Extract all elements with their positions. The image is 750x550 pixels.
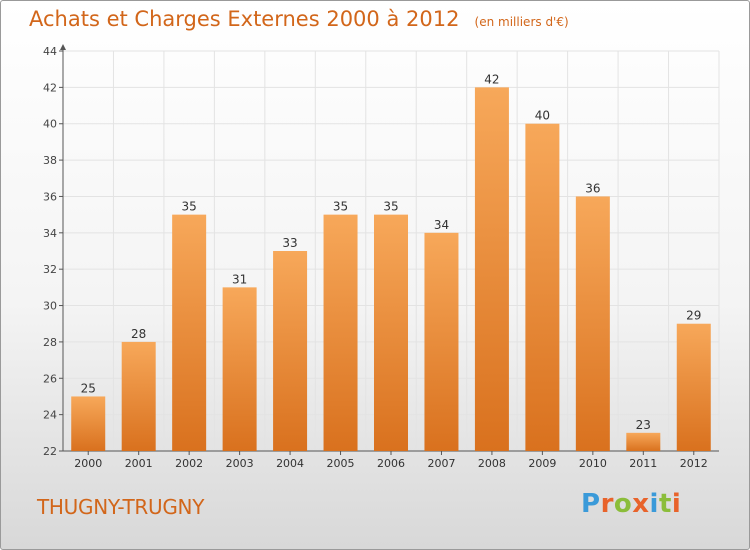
x-tick-label: 2005 [327, 457, 355, 470]
chart-unit-note: (en milliers d'€) [474, 15, 569, 29]
bar [172, 214, 207, 451]
y-tick-label: 30 [43, 300, 57, 313]
x-tick-label: 2007 [427, 457, 455, 470]
labels: 22 24 26 28 30 32 34 36 38 40 42 44 2000 25 2001 28 2002… [43, 45, 708, 470]
data-label: 23 [636, 418, 651, 432]
y-axis-arrow [60, 44, 66, 50]
data-label: 35 [333, 200, 348, 214]
x-tick-label: 2010 [579, 457, 607, 470]
y-tick-label: 42 [43, 81, 57, 94]
bar [374, 214, 408, 451]
chart-title: Achats et Charges Externes 2000 à 2012 [29, 7, 460, 31]
data-label: 36 [585, 181, 600, 195]
y-tick-label: 44 [43, 45, 57, 58]
y-tick-label: 24 [43, 409, 57, 422]
x-tick-label: 2012 [680, 457, 708, 470]
data-label: 28 [131, 327, 146, 341]
bar [121, 341, 156, 451]
bar [575, 196, 610, 451]
x-tick-label: 2011 [629, 457, 657, 470]
y-tick-label: 40 [43, 118, 57, 131]
data-label: 35 [383, 200, 398, 214]
y-tick-label: 38 [43, 154, 57, 167]
data-label: 42 [484, 72, 499, 86]
x-tick-label: 2004 [276, 457, 304, 470]
data-label: 34 [434, 218, 449, 232]
bar [71, 396, 106, 451]
data-label: 29 [686, 309, 701, 323]
bar [525, 123, 560, 452]
y-tick-label: 26 [43, 372, 57, 385]
data-label: 33 [282, 236, 297, 250]
bar [424, 232, 459, 451]
x-tick-label: 2002 [175, 457, 203, 470]
x-tick-label: 2001 [125, 457, 153, 470]
bar [626, 432, 661, 451]
bar [474, 87, 509, 451]
y-tick-label: 22 [43, 445, 57, 458]
x-tick-label: 2006 [377, 457, 405, 470]
data-label: 25 [81, 381, 96, 395]
x-tick-label: 2008 [478, 457, 506, 470]
bars [71, 87, 711, 452]
data-label: 31 [232, 272, 247, 286]
data-label: 40 [535, 109, 550, 123]
x-tick-label: 2003 [226, 457, 254, 470]
y-tick-label: 36 [43, 190, 57, 203]
data-label: 35 [182, 200, 197, 214]
brand-logo: Proxiti [581, 489, 682, 519]
x-tick-label: 2009 [528, 457, 556, 470]
x-tick-label: 2000 [74, 457, 102, 470]
place-name: THUGNY-TRUGNY [37, 495, 205, 519]
bar [273, 251, 308, 451]
title-row: Achats et Charges Externes 2000 à 2012 (… [29, 7, 569, 31]
y-tick-label: 34 [43, 227, 57, 240]
y-tick-label: 28 [43, 336, 57, 349]
bar [323, 214, 358, 451]
bar [676, 323, 711, 451]
y-tick-label: 32 [43, 263, 57, 276]
bar [222, 287, 257, 451]
